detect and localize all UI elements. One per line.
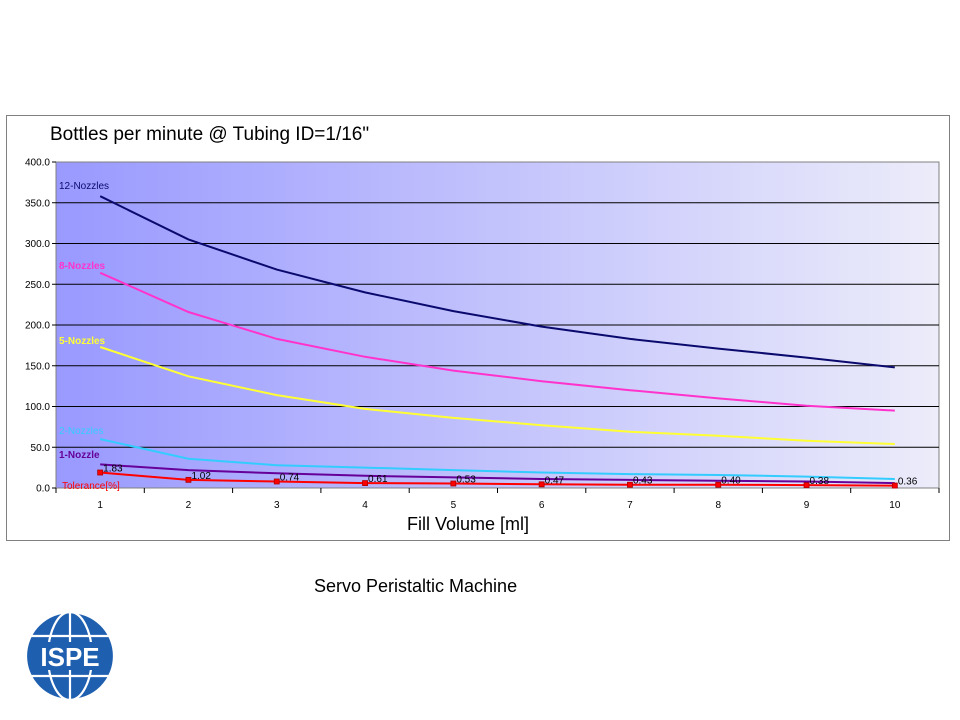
y-tick-label: 400.0 <box>25 158 50 169</box>
logo-text: ISPE <box>40 642 99 672</box>
y-tick-label: 300.0 <box>25 239 50 250</box>
x-axis-label: Fill Volume [ml] <box>407 514 529 534</box>
data-label: 0.38 <box>810 476 830 487</box>
series-label: 8-Nozzles <box>59 261 106 272</box>
data-label: 0.40 <box>721 476 741 487</box>
series-label: 12-Nozzles <box>59 181 109 192</box>
data-label: 0.47 <box>545 475 565 486</box>
y-tick-label: 150.0 <box>25 361 50 372</box>
data-point <box>450 480 457 487</box>
y-tick-label: 0.0 <box>36 484 50 495</box>
series-line <box>99 438 895 480</box>
series-label: 2-Nozzles <box>59 426 103 437</box>
series-line <box>99 346 895 445</box>
x-tick-label: 8 <box>715 500 721 511</box>
data-point <box>627 481 633 488</box>
ispe-logo-icon: ISPE <box>24 610 116 702</box>
line-chart: Bottles per minute @ Tubing ID=1/16" 12-… <box>25 124 940 534</box>
data-label: 0.53 <box>456 475 476 486</box>
series-label: Tolerance[%] <box>62 481 120 492</box>
y-tick-label: 250.0 <box>25 280 50 291</box>
data-label: 0.36 <box>898 477 918 488</box>
x-tick-label: 4 <box>362 500 368 511</box>
series-line <box>100 471 895 487</box>
data-label: 0.61 <box>368 474 388 485</box>
x-tick-label: 2 <box>186 500 192 511</box>
data-point <box>891 482 898 489</box>
data-point <box>715 481 722 488</box>
data-label: 1.83 <box>103 464 123 475</box>
data-label: 0.74 <box>280 472 300 483</box>
data-point <box>538 481 545 488</box>
series-label: 5-Nozzles <box>59 336 106 347</box>
data-point <box>273 478 280 485</box>
y-tick-label: 100.0 <box>25 402 50 413</box>
x-tick-label: 6 <box>539 500 545 511</box>
data-label: 0.43 <box>633 476 653 487</box>
y-tick-label: 200.0 <box>25 321 50 332</box>
data-label: 1.02 <box>191 471 211 482</box>
y-tick-label: 350.0 <box>25 198 50 209</box>
data-point <box>185 476 192 483</box>
x-tick-label: 5 <box>451 500 457 511</box>
series-line <box>99 195 895 369</box>
x-tick-label: 10 <box>889 500 901 511</box>
series-label: 1-Nozzle <box>59 450 100 461</box>
series-line <box>99 271 895 412</box>
y-tick-label: 50.0 <box>31 443 51 454</box>
chart-frame: Bottles per minute @ Tubing ID=1/16" 12-… <box>6 115 950 541</box>
data-point <box>97 469 104 476</box>
series-line <box>100 463 895 485</box>
x-tick-label: 9 <box>804 500 810 511</box>
data-point <box>362 480 368 487</box>
chart-caption: Servo Peristaltic Machine <box>314 576 518 596</box>
data-point <box>803 482 810 489</box>
x-tick-label: 3 <box>274 500 280 511</box>
x-tick-label: 1 <box>97 500 103 511</box>
x-tick-label: 7 <box>627 500 633 511</box>
chart-title: Bottles per minute @ Tubing ID=1/16" <box>50 124 369 145</box>
